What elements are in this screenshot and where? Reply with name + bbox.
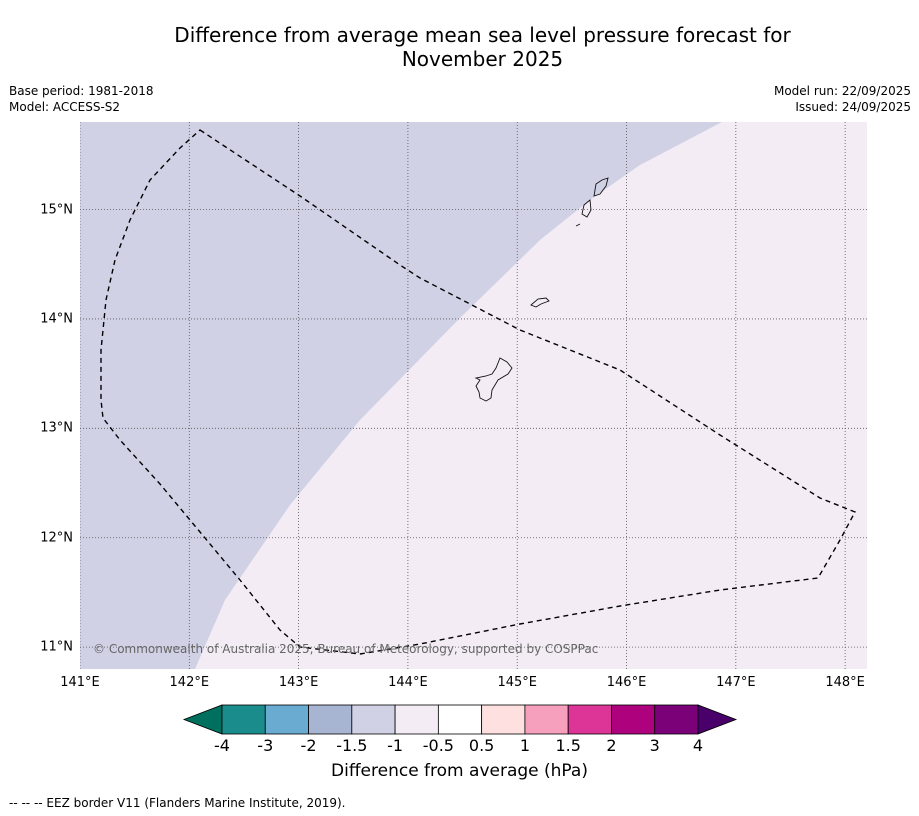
colorbar-segment	[567, 704, 612, 735]
latitude-label: 14°N	[40, 311, 73, 327]
colorbar-segment	[654, 704, 699, 735]
islands	[474, 177, 609, 402]
graticule	[80, 122, 867, 669]
colorbar-segment	[437, 704, 483, 735]
island-aguijan	[575, 223, 581, 227]
pressure-field-dark	[80, 122, 722, 669]
figure-title-line1: Difference from average mean sea level p…	[174, 23, 791, 47]
eez-footnote: -- -- -- EEZ border V11 (Flanders Marine…	[9, 796, 346, 810]
longitude-label: 147°E	[716, 675, 756, 690]
eez-border	[100, 129, 856, 655]
latitude-label: 12°N	[40, 530, 73, 546]
copyright-text: © Commonwealth of Australia 2025, Bureau…	[93, 642, 598, 656]
model-text: Model: ACCESS-S2	[9, 100, 121, 114]
latitude-label: 13°N	[40, 420, 73, 436]
colorbar-tick: 0.5	[468, 736, 495, 755]
figure-title-line2: November 2025	[401, 47, 564, 71]
longitude-label: 148°E	[825, 675, 865, 690]
colorbar-tick: -0.5	[422, 736, 454, 755]
colorbar-tick: -1	[387, 736, 404, 755]
colorbar-label: Difference from average (hPa)	[331, 761, 588, 781]
colorbar-tick: 2	[606, 736, 617, 755]
colorbar-segment	[221, 704, 266, 735]
longitude-label: 141°E	[60, 675, 100, 690]
longitude-label: 145°E	[497, 675, 537, 690]
colorbar-segment	[524, 704, 569, 735]
colorbar-tick: 1	[519, 736, 530, 755]
colorbar-over-arrow	[697, 704, 738, 735]
colorbar-segment	[351, 704, 396, 735]
island-tinian	[581, 199, 592, 218]
longitude-label: 144°E	[388, 675, 428, 690]
colorbar-tick: 4	[692, 736, 704, 755]
latitude-label: 15°N	[40, 202, 73, 218]
colorbar-segment	[394, 704, 439, 735]
island-saipan	[593, 177, 609, 197]
map-area: © Commonwealth of Australia 2025, Bureau…	[80, 122, 867, 669]
colorbar-under-arrow	[182, 704, 223, 735]
colorbar-tick: 3	[649, 736, 660, 755]
latitude-label: 11°N	[40, 639, 73, 655]
colorbar-segment	[481, 704, 526, 735]
colorbar-tick: -2	[300, 736, 317, 755]
issued-text: Issued: 24/09/2025	[795, 100, 911, 114]
base-period-text: Base period: 1981-2018	[9, 84, 154, 98]
colorbar-tick: 1.5	[555, 736, 581, 755]
island-guam	[474, 357, 513, 402]
colorbar-segment	[611, 704, 656, 735]
model-run-text: Model run: 22/09/2025	[773, 84, 911, 98]
colorbar-tick: -1.5	[336, 736, 368, 755]
colorbar	[182, 704, 738, 735]
colorbar-segment	[264, 704, 309, 735]
longitude-label: 146°E	[606, 675, 647, 690]
colorbar-tick: -3	[257, 736, 274, 755]
longitude-label: 142°E	[169, 675, 210, 690]
colorbar-segment	[308, 704, 353, 735]
island-rota	[530, 297, 550, 308]
colorbar-tick: -4	[214, 736, 230, 755]
longitude-label: 143°E	[278, 675, 319, 690]
